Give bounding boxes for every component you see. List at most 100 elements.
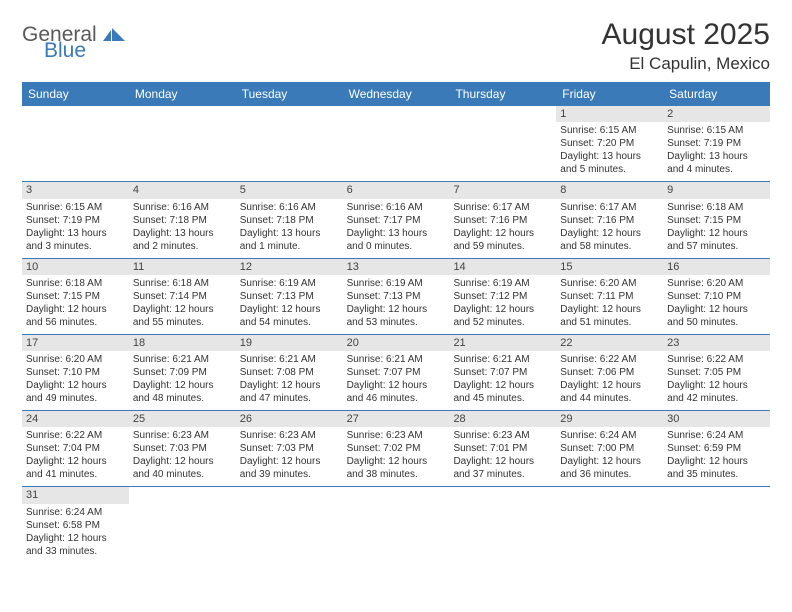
weekday-header: Sunday [22, 82, 129, 106]
sunset-label: Sunset: 7:10 PM [26, 366, 125, 379]
calendar-body: 1Sunrise: 6:15 AMSunset: 7:20 PMDaylight… [22, 106, 770, 563]
sunrise-label: Sunrise: 6:23 AM [133, 429, 232, 442]
daylight2-label: and 49 minutes. [26, 392, 125, 405]
calendar-empty-cell [556, 487, 663, 562]
sunrise-label: Sunrise: 6:20 AM [26, 353, 125, 366]
daylight1-label: Daylight: 13 hours [667, 150, 766, 163]
sunset-label: Sunset: 7:00 PM [560, 442, 659, 455]
calendar-day-cell: 3Sunrise: 6:15 AMSunset: 7:19 PMDaylight… [22, 182, 129, 257]
daylight1-label: Daylight: 12 hours [453, 379, 552, 392]
day-number: 12 [236, 259, 343, 275]
daylight2-label: and 4 minutes. [667, 163, 766, 176]
day-number: 22 [556, 335, 663, 351]
sunrise-label: Sunrise: 6:19 AM [240, 277, 339, 290]
daylight2-label: and 52 minutes. [453, 316, 552, 329]
day-number: 1 [556, 106, 663, 122]
daylight2-label: and 42 minutes. [667, 392, 766, 405]
sunset-label: Sunset: 7:05 PM [667, 366, 766, 379]
sunset-label: Sunset: 7:01 PM [453, 442, 552, 455]
sunset-label: Sunset: 7:02 PM [347, 442, 446, 455]
calendar-week-row: 3Sunrise: 6:15 AMSunset: 7:19 PMDaylight… [22, 182, 770, 258]
calendar-day-cell: 28Sunrise: 6:23 AMSunset: 7:01 PMDayligh… [449, 411, 556, 486]
daylight2-label: and 33 minutes. [26, 545, 125, 558]
sunset-label: Sunset: 7:07 PM [347, 366, 446, 379]
sunrise-label: Sunrise: 6:24 AM [26, 506, 125, 519]
daylight1-label: Daylight: 12 hours [240, 455, 339, 468]
daylight1-label: Daylight: 12 hours [560, 227, 659, 240]
daylight2-label: and 35 minutes. [667, 468, 766, 481]
daylight1-label: Daylight: 12 hours [667, 303, 766, 316]
sunset-label: Sunset: 7:03 PM [133, 442, 232, 455]
sunrise-label: Sunrise: 6:18 AM [26, 277, 125, 290]
sunset-label: Sunset: 7:10 PM [667, 290, 766, 303]
daylight1-label: Daylight: 13 hours [347, 227, 446, 240]
calendar-day-cell: 20Sunrise: 6:21 AMSunset: 7:07 PMDayligh… [343, 335, 450, 410]
day-number: 14 [449, 259, 556, 275]
daylight2-label: and 0 minutes. [347, 240, 446, 253]
calendar-day-cell: 23Sunrise: 6:22 AMSunset: 7:05 PMDayligh… [663, 335, 770, 410]
daylight2-label: and 1 minute. [240, 240, 339, 253]
sunset-label: Sunset: 7:13 PM [240, 290, 339, 303]
daylight2-label: and 51 minutes. [560, 316, 659, 329]
sunset-label: Sunset: 7:12 PM [453, 290, 552, 303]
daylight2-label: and 39 minutes. [240, 468, 339, 481]
sunset-label: Sunset: 7:18 PM [133, 214, 232, 227]
calendar-day-cell: 24Sunrise: 6:22 AMSunset: 7:04 PMDayligh… [22, 411, 129, 486]
weekday-header: Friday [556, 82, 663, 106]
calendar-empty-cell [236, 487, 343, 562]
weekday-header: Thursday [449, 82, 556, 106]
daylight2-label: and 41 minutes. [26, 468, 125, 481]
calendar-empty-cell [449, 106, 556, 181]
weekday-header: Tuesday [236, 82, 343, 106]
daylight2-label: and 59 minutes. [453, 240, 552, 253]
daylight1-label: Daylight: 12 hours [560, 379, 659, 392]
sunrise-label: Sunrise: 6:24 AM [667, 429, 766, 442]
daylight2-label: and 45 minutes. [453, 392, 552, 405]
sunrise-label: Sunrise: 6:16 AM [240, 201, 339, 214]
day-number: 31 [22, 487, 129, 503]
sunrise-label: Sunrise: 6:21 AM [240, 353, 339, 366]
sunrise-label: Sunrise: 6:22 AM [26, 429, 125, 442]
sunrise-label: Sunrise: 6:19 AM [453, 277, 552, 290]
sunset-label: Sunset: 7:16 PM [560, 214, 659, 227]
day-number: 13 [343, 259, 450, 275]
calendar-day-cell: 31Sunrise: 6:24 AMSunset: 6:58 PMDayligh… [22, 487, 129, 562]
daylight1-label: Daylight: 12 hours [453, 303, 552, 316]
calendar-week-row: 24Sunrise: 6:22 AMSunset: 7:04 PMDayligh… [22, 411, 770, 487]
daylight1-label: Daylight: 12 hours [347, 379, 446, 392]
daylight1-label: Daylight: 12 hours [667, 379, 766, 392]
sunset-label: Sunset: 7:20 PM [560, 137, 659, 150]
calendar-day-cell: 14 Sunrise: 6:19 AMSunset: 7:12 PMDayligh… [449, 259, 556, 334]
calendar-day-cell: 15Sunrise: 6:20 AMSunset: 7:11 PMDayligh… [556, 259, 663, 334]
daylight2-label: and 2 minutes. [133, 240, 232, 253]
sunset-label: Sunset: 7:03 PM [240, 442, 339, 455]
day-number: 10 [22, 259, 129, 275]
sunrise-label: Sunrise: 6:18 AM [667, 201, 766, 214]
calendar-page: General Blue August 2025 El Capulin, Mex… [0, 0, 792, 581]
daylight1-label: Daylight: 12 hours [240, 303, 339, 316]
location-label: El Capulin, Mexico [602, 54, 770, 74]
day-number: 20 [343, 335, 450, 351]
day-number: 8 [556, 182, 663, 198]
calendar-empty-cell [22, 106, 129, 181]
day-number: 30 [663, 411, 770, 427]
daylight2-label: and 57 minutes. [667, 240, 766, 253]
sunrise-label: Sunrise: 6:15 AM [560, 124, 659, 137]
calendar-day-cell: 30Sunrise: 6:24 AMSunset: 6:59 PMDayligh… [663, 411, 770, 486]
sunrise-label: Sunrise: 6:20 AM [667, 277, 766, 290]
calendar-day-cell: 4Sunrise: 6:16 AMSunset: 7:18 PMDaylight… [129, 182, 236, 257]
day-number: 21 [449, 335, 556, 351]
calendar-day-cell: 29Sunrise: 6:24 AMSunset: 7:00 PMDayligh… [556, 411, 663, 486]
daylight1-label: Daylight: 12 hours [26, 303, 125, 316]
calendar-day-cell: 13Sunrise: 6:19 AMSunset: 7:13 PMDayligh… [343, 259, 450, 334]
daylight2-label: and 54 minutes. [240, 316, 339, 329]
sunset-label: Sunset: 7:19 PM [26, 214, 125, 227]
day-number: 29 [556, 411, 663, 427]
daylight1-label: Daylight: 13 hours [560, 150, 659, 163]
daylight1-label: Daylight: 12 hours [133, 303, 232, 316]
sunset-label: Sunset: 7:18 PM [240, 214, 339, 227]
daylight2-label: and 5 minutes. [560, 163, 659, 176]
day-number: 9 [663, 182, 770, 198]
calendar-week-row: 1Sunrise: 6:15 AMSunset: 7:20 PMDaylight… [22, 106, 770, 182]
calendar-day-cell: 18Sunrise: 6:21 AMSunset: 7:09 PMDayligh… [129, 335, 236, 410]
